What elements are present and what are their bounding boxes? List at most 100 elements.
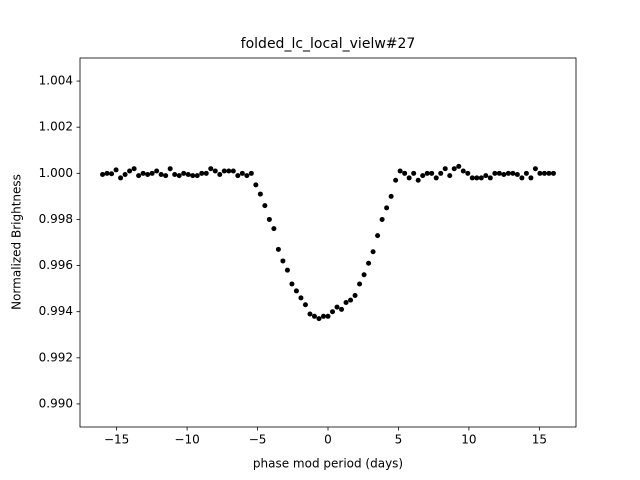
x-tick-label: −10 bbox=[174, 433, 199, 447]
data-point bbox=[447, 173, 453, 179]
data-point bbox=[388, 193, 394, 199]
data-point bbox=[203, 170, 209, 176]
data-point bbox=[402, 170, 408, 176]
data-point bbox=[154, 168, 160, 174]
data-point bbox=[221, 168, 227, 174]
data-point bbox=[474, 175, 480, 181]
x-tick-label: 5 bbox=[395, 433, 403, 447]
data-point bbox=[293, 288, 299, 294]
x-axis-label: phase mod period (days) bbox=[253, 457, 403, 471]
data-point bbox=[366, 260, 372, 266]
data-point bbox=[406, 175, 412, 181]
data-point bbox=[375, 233, 381, 239]
data-point bbox=[469, 175, 475, 181]
data-point bbox=[172, 171, 178, 177]
data-point bbox=[487, 175, 493, 181]
y-tick-label: 0.998 bbox=[39, 212, 73, 226]
data-point bbox=[352, 293, 358, 299]
data-point bbox=[357, 281, 363, 287]
data-point bbox=[271, 226, 277, 232]
data-point bbox=[384, 205, 390, 211]
data-point bbox=[257, 191, 263, 197]
data-point bbox=[510, 170, 516, 176]
data-point bbox=[194, 173, 200, 179]
data-point bbox=[505, 170, 511, 176]
data-point bbox=[226, 168, 232, 174]
data-point bbox=[541, 170, 547, 176]
data-point bbox=[248, 170, 254, 176]
data-point bbox=[348, 297, 354, 303]
data-point bbox=[460, 168, 466, 174]
data-point bbox=[415, 177, 421, 183]
data-point bbox=[266, 216, 272, 222]
data-point bbox=[532, 166, 538, 172]
y-tick-label: 1.004 bbox=[39, 74, 73, 88]
data-point bbox=[424, 170, 430, 176]
data-point bbox=[361, 272, 367, 278]
data-point bbox=[100, 171, 106, 177]
data-point bbox=[438, 170, 444, 176]
data-point bbox=[483, 173, 489, 179]
data-point bbox=[537, 170, 543, 176]
data-point bbox=[420, 173, 426, 179]
y-tick-label: 1.000 bbox=[39, 166, 73, 180]
data-point bbox=[325, 313, 331, 319]
data-point bbox=[501, 171, 507, 177]
y-axis-label: Normalized Brightness bbox=[10, 174, 24, 310]
data-point bbox=[140, 170, 146, 176]
data-point bbox=[320, 313, 326, 319]
data-point bbox=[275, 246, 281, 252]
data-point bbox=[149, 170, 155, 176]
data-point bbox=[307, 311, 313, 317]
data-point bbox=[136, 173, 142, 179]
data-point bbox=[370, 249, 376, 255]
data-point bbox=[330, 309, 336, 315]
x-tick-label: −5 bbox=[249, 433, 267, 447]
data-point bbox=[104, 170, 110, 176]
data-point bbox=[118, 175, 124, 181]
y-tick-label: 0.996 bbox=[39, 258, 73, 272]
data-point bbox=[284, 267, 290, 273]
data-point bbox=[244, 173, 250, 179]
data-point bbox=[208, 166, 214, 172]
data-point bbox=[478, 175, 484, 181]
y-tick-label: 0.992 bbox=[39, 350, 73, 364]
data-point bbox=[158, 171, 164, 177]
data-point bbox=[253, 182, 259, 188]
data-point bbox=[339, 306, 345, 312]
data-point bbox=[127, 168, 133, 174]
x-tick-label: 0 bbox=[324, 433, 332, 447]
data-point bbox=[451, 166, 457, 172]
data-point bbox=[122, 171, 128, 177]
data-point bbox=[302, 302, 308, 308]
data-point bbox=[185, 171, 191, 177]
data-point bbox=[298, 295, 304, 301]
data-point bbox=[230, 168, 236, 174]
x-tick-label: 15 bbox=[532, 433, 547, 447]
data-point bbox=[397, 168, 403, 174]
chart-title: folded_lc_local_vielw#27 bbox=[241, 36, 416, 52]
data-point bbox=[465, 170, 471, 176]
data-point bbox=[311, 313, 317, 319]
data-point bbox=[289, 281, 295, 287]
data-point bbox=[109, 171, 115, 177]
data-point bbox=[492, 170, 498, 176]
data-point bbox=[239, 170, 245, 176]
data-point bbox=[181, 170, 187, 176]
data-point bbox=[212, 168, 218, 174]
data-point bbox=[442, 166, 448, 172]
data-point bbox=[456, 163, 462, 169]
data-point bbox=[429, 170, 435, 176]
data-point bbox=[514, 171, 520, 177]
data-point bbox=[167, 166, 173, 172]
data-point bbox=[280, 258, 286, 264]
data-point bbox=[546, 170, 552, 176]
y-tick-label: 1.002 bbox=[39, 120, 73, 134]
data-point bbox=[235, 173, 241, 179]
data-point bbox=[217, 171, 223, 177]
data-point bbox=[145, 171, 151, 177]
data-point bbox=[519, 175, 525, 181]
